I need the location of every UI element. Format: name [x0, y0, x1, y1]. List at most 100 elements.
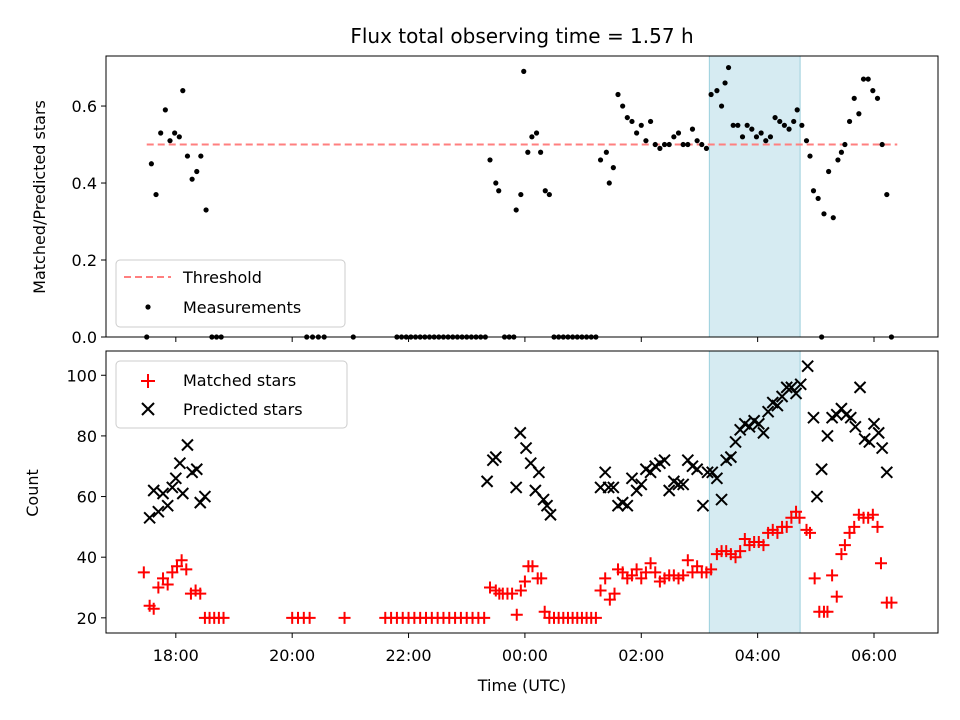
measurement-point — [634, 130, 640, 136]
measurement-point — [542, 188, 548, 194]
bottom-x-tick-label: 00:00 — [502, 646, 548, 665]
bottom-y-tick-label: 20 — [77, 609, 97, 628]
matched-star-point — [194, 587, 207, 600]
ratio-panel: 0.0 0.2 0.4 0.6 Matched/Predicted stars Thr… — [30, 55, 939, 347]
measurement-point — [680, 141, 686, 148]
matched-star-point — [538, 605, 551, 618]
matched-star-point — [147, 602, 160, 615]
measurement-point — [739, 134, 746, 140]
predicted-star-point — [198, 490, 212, 503]
measurement-point — [815, 195, 821, 202]
predicted-star-point — [821, 429, 834, 443]
bottom-x-ticks: 18:00 20:00 22:00 00:00 02:00 04:00 06:00 — [153, 633, 897, 665]
measurement-point — [647, 118, 654, 125]
measurement-point — [718, 103, 725, 109]
matched-star-point — [691, 560, 704, 573]
predicted-star-point — [761, 405, 775, 418]
predicted-star-point — [625, 472, 639, 485]
matched-star-point — [793, 511, 806, 524]
matched-star-point — [804, 526, 816, 539]
top-legend: Threshold Measurements — [115, 259, 346, 328]
predicted-star-point — [863, 435, 876, 449]
predicted-star-point — [537, 493, 550, 506]
predicted-star-point — [598, 466, 612, 479]
top-y-ticks: 0.0 0.2 0.4 0.6 — [72, 97, 106, 347]
matched-star-point — [161, 578, 174, 591]
measurement-point — [606, 180, 612, 186]
predicted-star-point — [672, 478, 685, 491]
x-axis-label: Time (UTC) — [477, 676, 566, 695]
predicted-star-point — [867, 417, 881, 430]
highlight-span-top — [708, 55, 801, 338]
measurement-point — [838, 149, 845, 155]
matched-star-point — [830, 590, 843, 603]
measurement-point — [874, 95, 881, 101]
measurement-point — [158, 130, 164, 136]
legend-threshold-label: Threshold — [182, 268, 262, 287]
legend-matched-swatch — [141, 374, 155, 388]
measurement-point — [153, 191, 159, 198]
predicted-star-point — [540, 499, 554, 512]
matched-star-point — [338, 611, 351, 624]
matched-star-point — [170, 560, 183, 573]
measurement-point — [870, 88, 876, 94]
bottom-x-tick-label: 06:00 — [851, 646, 897, 665]
measurement-point — [807, 153, 813, 159]
measurement-point — [781, 122, 788, 128]
top-axes-frame — [105, 55, 939, 338]
matched-star-point — [734, 545, 747, 558]
bottom-x-tick-label: 22:00 — [385, 646, 431, 665]
matched-star-point — [630, 563, 643, 576]
measurement-point — [821, 211, 827, 217]
matched-star-point — [535, 572, 548, 585]
legend-predicted-swatch — [141, 402, 155, 416]
measurement-point — [148, 161, 154, 167]
predicted-star-point — [173, 456, 187, 470]
measurement-point — [629, 118, 635, 125]
bottom-y-tick-label: 60 — [77, 488, 97, 507]
measurement-point — [162, 107, 168, 113]
matched-star-point — [821, 605, 834, 618]
measurement-point — [694, 138, 700, 144]
measurement-point — [791, 118, 797, 125]
measurement-point — [176, 134, 182, 140]
predicted-star-point — [156, 487, 170, 500]
predicted-star-point — [602, 481, 615, 494]
measurement-point — [638, 122, 644, 128]
matched-star-point — [681, 554, 694, 567]
bottom-x-tick-label: 18:00 — [153, 646, 199, 665]
matched-star-point — [217, 611, 230, 624]
predicted-star-point — [801, 359, 814, 373]
measurement-point — [198, 153, 204, 159]
measurement-point — [846, 118, 853, 125]
matched-star-point — [518, 575, 531, 588]
measurement-point — [689, 126, 696, 132]
matched-star-point — [625, 569, 638, 582]
measurement-point — [184, 153, 191, 159]
measurement-point — [487, 157, 493, 163]
predicted-star-point — [875, 441, 889, 455]
bottom-y-axis-label: Count — [23, 469, 42, 517]
matched-star-point — [157, 572, 170, 585]
matched-star-point — [616, 566, 629, 579]
matched-star-point — [510, 608, 523, 621]
measurement-point — [730, 122, 736, 128]
matched-star-point — [478, 611, 491, 624]
predicted-star-point — [658, 453, 671, 467]
predicted-star-point — [729, 435, 742, 449]
matched-star-point — [152, 581, 165, 594]
measurement-point — [533, 130, 540, 136]
predicted-star-point — [169, 472, 183, 485]
predicted-star-point — [771, 399, 784, 412]
predicted-star-point — [724, 450, 738, 464]
predicted-star-point — [489, 450, 503, 464]
measurement-point — [615, 91, 621, 98]
predicted-star-point — [176, 487, 190, 500]
measurement-point — [203, 207, 209, 213]
measurement-point — [529, 134, 535, 140]
predicted-star-point — [532, 466, 546, 479]
measurement-point — [767, 134, 774, 140]
matched-star-point — [729, 551, 742, 564]
predicted-star-point — [780, 381, 793, 394]
